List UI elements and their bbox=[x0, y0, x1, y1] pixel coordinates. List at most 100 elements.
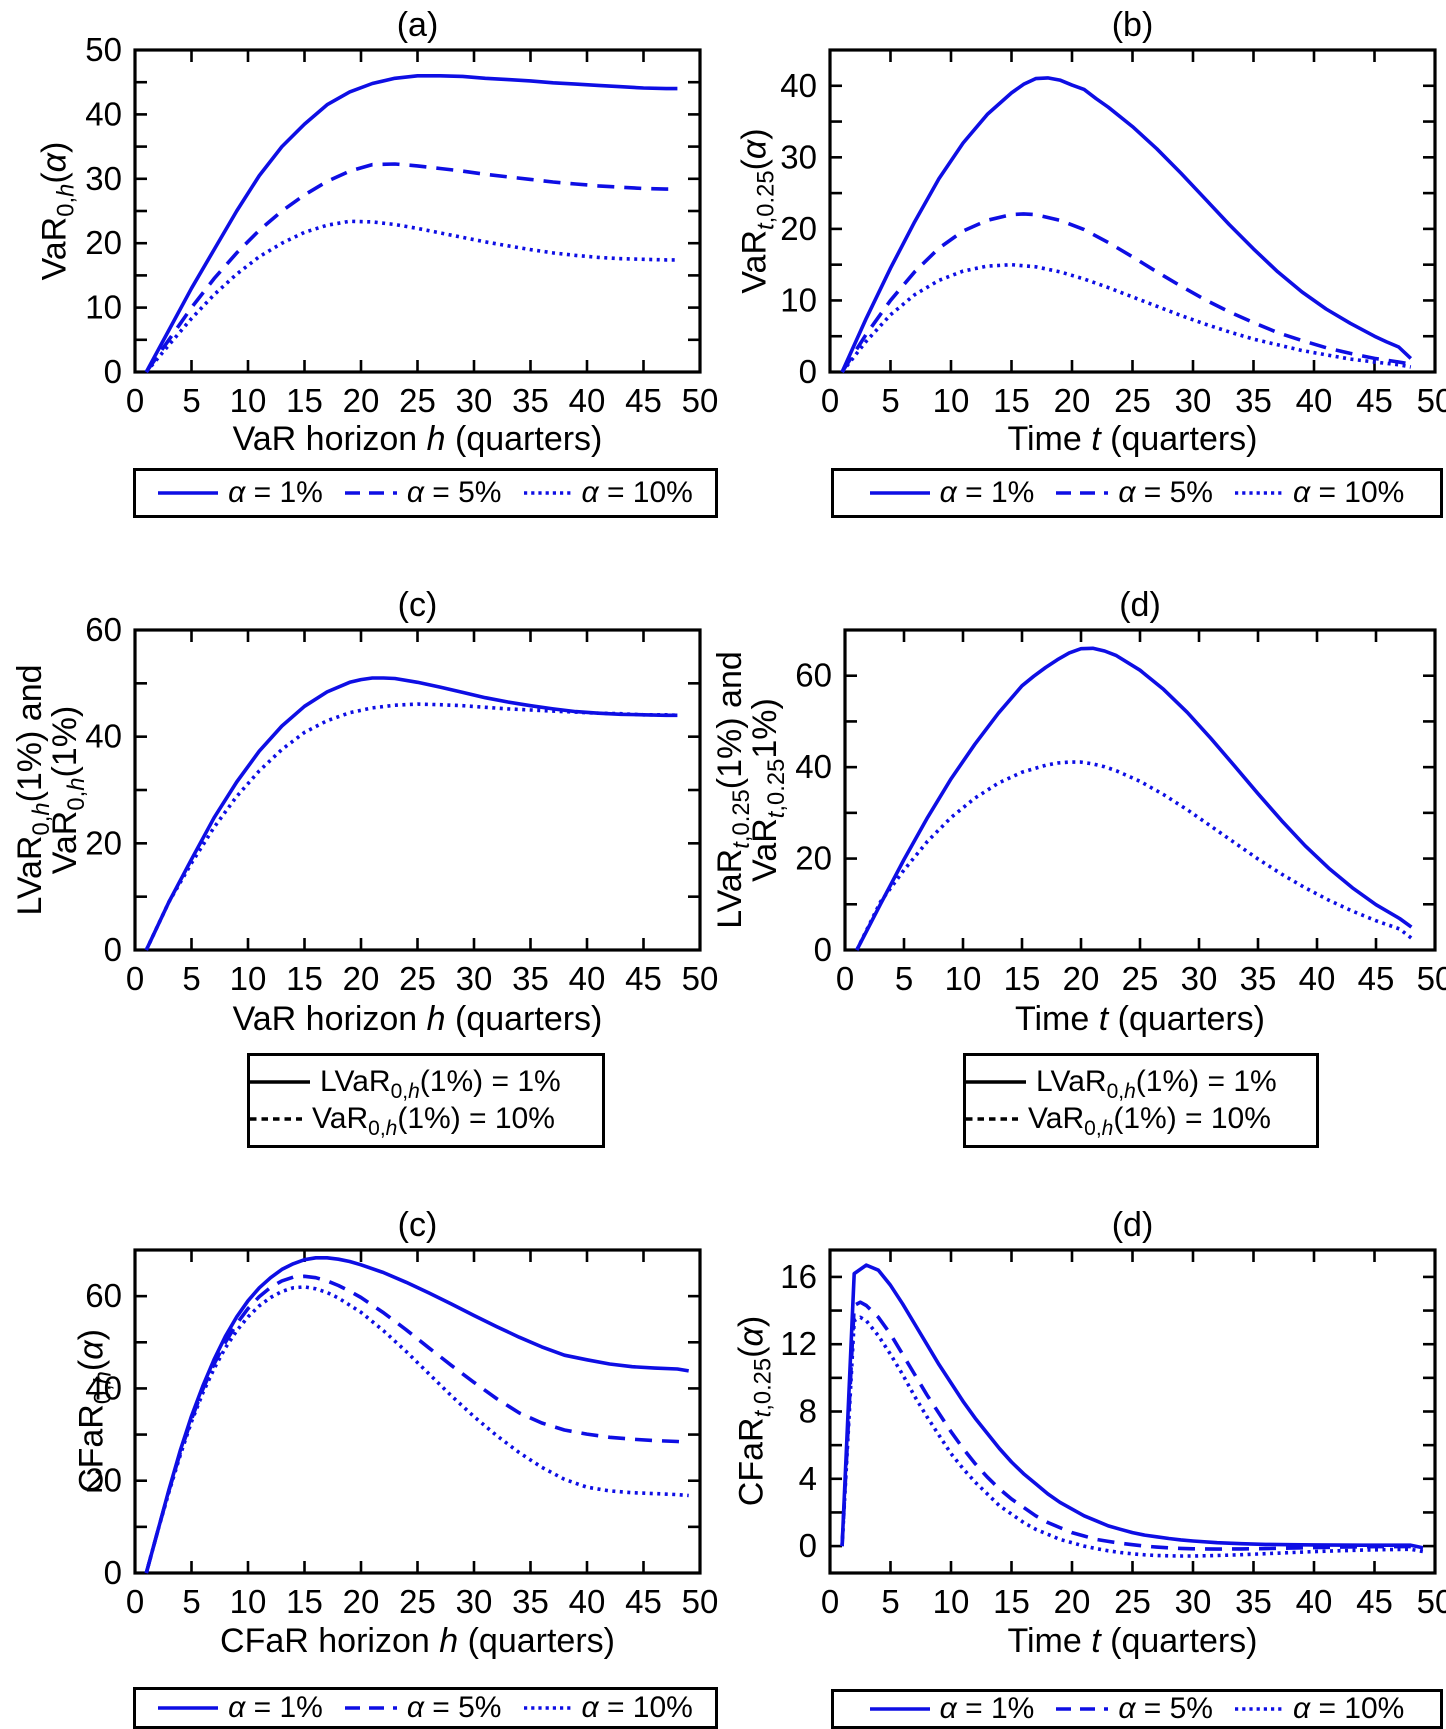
panel-c-legend: LVaR0,h(1%) = 1% VaR0,h(1%) = 10% bbox=[247, 1053, 605, 1148]
legend-item: α = 5% bbox=[1056, 1692, 1213, 1726]
svg-text:20: 20 bbox=[343, 1583, 380, 1620]
legend-label: α = 10% bbox=[1293, 476, 1405, 509]
svg-text:5: 5 bbox=[895, 960, 913, 997]
svg-text:0: 0 bbox=[799, 353, 817, 390]
svg-text:20: 20 bbox=[343, 960, 380, 997]
svg-text:50: 50 bbox=[85, 31, 122, 68]
legend-label: α = 10% bbox=[1293, 1692, 1405, 1725]
svg-text:60: 60 bbox=[85, 611, 122, 648]
svg-text:0: 0 bbox=[126, 382, 144, 419]
svg-text:40: 40 bbox=[85, 1369, 122, 1406]
svg-text:50: 50 bbox=[1417, 960, 1446, 997]
svg-text:10: 10 bbox=[230, 382, 267, 419]
svg-text:50: 50 bbox=[682, 382, 719, 419]
svg-text:25: 25 bbox=[399, 382, 436, 419]
svg-text:10: 10 bbox=[780, 281, 817, 318]
svg-text:35: 35 bbox=[512, 960, 549, 997]
panel-f-title: (d) bbox=[1111, 1206, 1154, 1244]
svg-text:45: 45 bbox=[1358, 960, 1395, 997]
svg-text:40: 40 bbox=[85, 95, 122, 132]
svg-text:12: 12 bbox=[780, 1325, 817, 1362]
svg-text:45: 45 bbox=[625, 1583, 662, 1620]
svg-text:35: 35 bbox=[1235, 382, 1272, 419]
legend-line-sample-dotted bbox=[1235, 1707, 1283, 1711]
svg-text:10: 10 bbox=[933, 1583, 970, 1620]
legend-label: LVaR0,h(1%) = 1% bbox=[1036, 1065, 1277, 1103]
svg-text:20: 20 bbox=[85, 1462, 122, 1499]
panel-f-legend: α = 1% α = 5% α = 10% bbox=[831, 1689, 1443, 1729]
svg-text:20: 20 bbox=[780, 210, 817, 247]
panel-b-legend: α = 1% α = 5% α = 10% bbox=[831, 468, 1443, 518]
legend-line-sample-solid bbox=[966, 1080, 1026, 1084]
svg-text:0: 0 bbox=[104, 931, 122, 968]
panel-c-ylabel: LVaR0,h(1%) and VaR0,h(1%) bbox=[10, 664, 90, 916]
legend-label: VaR0,h(1%) = 10% bbox=[1028, 1102, 1271, 1140]
svg-text:40: 40 bbox=[1299, 960, 1336, 997]
svg-text:45: 45 bbox=[1356, 1583, 1393, 1620]
svg-text:40: 40 bbox=[569, 1583, 606, 1620]
svg-text:40: 40 bbox=[569, 382, 606, 419]
legend-label: α = 10% bbox=[581, 476, 693, 509]
svg-text:8: 8 bbox=[799, 1393, 817, 1430]
legend-line-sample-dashed bbox=[344, 491, 397, 495]
legend-line-sample-solid bbox=[250, 1080, 310, 1084]
legend-item: α = 5% bbox=[1056, 476, 1213, 510]
legend-label: α = 1% bbox=[228, 1691, 323, 1724]
svg-text:40: 40 bbox=[780, 67, 817, 104]
svg-text:4: 4 bbox=[799, 1460, 817, 1497]
panel-e-xlabel: CFaR horizon h (quarters) bbox=[220, 1622, 615, 1660]
svg-text:10: 10 bbox=[933, 382, 970, 419]
svg-text:25: 25 bbox=[1122, 960, 1159, 997]
svg-text:10: 10 bbox=[230, 1583, 267, 1620]
svg-text:15: 15 bbox=[993, 382, 1030, 419]
svg-text:10: 10 bbox=[85, 289, 122, 326]
legend-label: α = 1% bbox=[939, 476, 1035, 509]
svg-text:0: 0 bbox=[126, 960, 144, 997]
svg-text:10: 10 bbox=[230, 960, 267, 997]
svg-text:50: 50 bbox=[1417, 1583, 1446, 1620]
legend-line-sample-dotted bbox=[523, 1706, 572, 1710]
svg-text:25: 25 bbox=[1114, 1583, 1151, 1620]
svg-text:5: 5 bbox=[182, 960, 200, 997]
svg-text:50: 50 bbox=[682, 960, 719, 997]
panel-b-title: (b) bbox=[1111, 6, 1154, 44]
legend-line-sample-dashed bbox=[1056, 1707, 1109, 1711]
svg-text:15: 15 bbox=[286, 382, 323, 419]
svg-text:25: 25 bbox=[399, 1583, 436, 1620]
svg-text:50: 50 bbox=[682, 1583, 719, 1620]
legend-label: α = 10% bbox=[581, 1691, 693, 1724]
svg-text:20: 20 bbox=[1054, 1583, 1091, 1620]
svg-text:10: 10 bbox=[945, 960, 982, 997]
panel-f-xlabel: Time t (quarters) bbox=[1007, 1622, 1258, 1660]
legend-line-sample-shortdash bbox=[250, 1117, 302, 1121]
panel-e-ylabel: CFaR0,h(α) bbox=[72, 1329, 117, 1493]
svg-text:0: 0 bbox=[836, 960, 854, 997]
svg-text:15: 15 bbox=[286, 960, 323, 997]
svg-text:30: 30 bbox=[1181, 960, 1218, 997]
panel-c-title: (c) bbox=[397, 586, 438, 624]
svg-text:30: 30 bbox=[456, 960, 493, 997]
svg-text:35: 35 bbox=[512, 382, 549, 419]
svg-text:5: 5 bbox=[182, 1583, 200, 1620]
svg-text:45: 45 bbox=[625, 382, 662, 419]
svg-text:30: 30 bbox=[456, 1583, 493, 1620]
svg-text:0: 0 bbox=[126, 1583, 144, 1620]
legend-line-sample-solid bbox=[869, 1707, 930, 1711]
legend-line-sample-solid bbox=[158, 1706, 219, 1710]
legend-line-sample-shortdash bbox=[966, 1117, 1018, 1121]
svg-text:30: 30 bbox=[1175, 1583, 1212, 1620]
legend-label: α = 5% bbox=[406, 1691, 502, 1724]
svg-text:15: 15 bbox=[286, 1583, 323, 1620]
legend-item: VaR0,h(1%) = 10% bbox=[250, 1102, 555, 1139]
panel-e-title: (c) bbox=[397, 1206, 438, 1244]
svg-text:45: 45 bbox=[625, 960, 662, 997]
legend-item: α = 1% bbox=[158, 476, 323, 510]
legend-item: α = 10% bbox=[523, 1691, 693, 1725]
svg-text:60: 60 bbox=[795, 657, 832, 694]
svg-text:0: 0 bbox=[821, 382, 839, 419]
svg-text:30: 30 bbox=[780, 138, 817, 175]
legend-line-sample-dotted bbox=[1235, 491, 1283, 495]
legend-line-sample-dashed bbox=[344, 1706, 397, 1710]
